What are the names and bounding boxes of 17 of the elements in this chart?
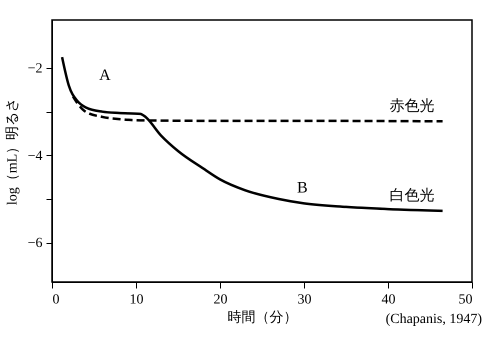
x-tick-label: 50 [458, 292, 472, 308]
x-tick-label: 30 [298, 292, 312, 308]
y-axis-title: log（mL）明るさ [6, 98, 21, 206]
text: (Chapanis, 1947) [386, 312, 482, 327]
series-label: 白色光 [390, 186, 435, 204]
annotation: A [99, 67, 112, 84]
x-tick-label: 20 [214, 292, 228, 308]
series-label: 赤色光 [390, 97, 435, 114]
x-axis-title: 時間（分） [228, 310, 298, 326]
y-tick-label: −4 [28, 148, 42, 164]
line-series [60, 56, 444, 212]
x-tick-label: 10 [130, 292, 144, 308]
y-tick-label: −6 [28, 236, 42, 252]
y-tick-label: −2 [28, 62, 42, 77]
annotation: B [296, 180, 308, 197]
x-tick-label: 40 [382, 292, 396, 308]
x-tick-label: 0 [52, 292, 60, 308]
